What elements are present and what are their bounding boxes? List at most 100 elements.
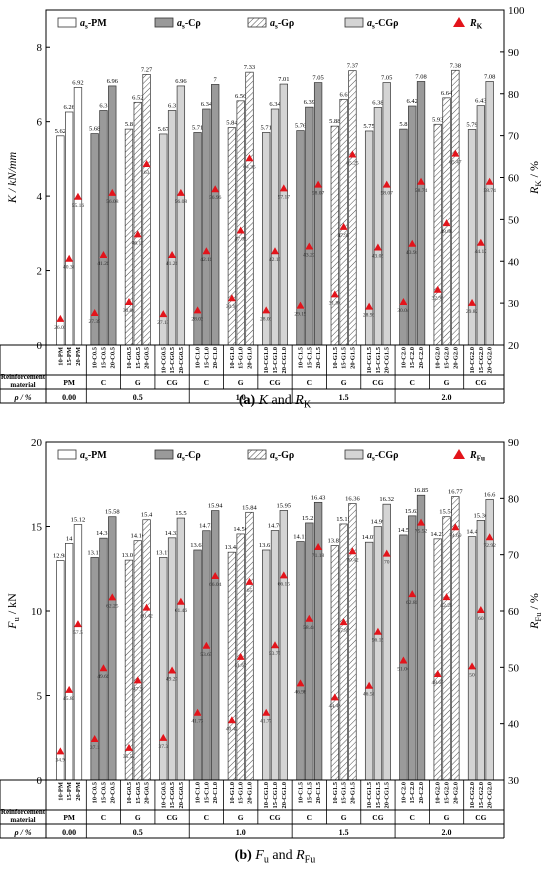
legend-label-g-part: a: [270, 18, 275, 29]
ratio-marker: [417, 177, 426, 185]
ratio-marker: [271, 247, 279, 255]
bar-value-label: 16.36: [345, 496, 360, 503]
right-tick-label: 80: [508, 493, 520, 505]
ratio-value-label: 62.81: [406, 600, 419, 606]
legend-label-g-part: a: [270, 450, 275, 461]
sample-label: 10-G1.5: [332, 781, 339, 804]
left-tick-label: 4: [37, 191, 43, 203]
sample-label: 10-CG1.0: [263, 782, 270, 809]
bar: [99, 537, 108, 781]
left-tick-label: 5: [37, 691, 43, 703]
bar: [348, 70, 357, 346]
sample-label: 15-G0.5: [135, 781, 142, 804]
right-tick-label: 70: [508, 550, 520, 562]
material-label: PM: [63, 813, 75, 822]
right-tick-label: 60: [508, 606, 520, 618]
ratio-value-label: 30.04: [123, 308, 136, 314]
bar-value-label: 7.37: [347, 63, 359, 70]
bar-value-label: 13.48: [225, 544, 240, 551]
ratio-value-label: 56.15: [372, 638, 385, 644]
ratio-marker: [262, 306, 271, 314]
bar-value-label: 14.07: [362, 534, 377, 541]
ratio-group-label: 0.5: [133, 828, 143, 837]
y-axis-label-right-part: Fu: [533, 612, 543, 622]
ratio-marker: [417, 518, 426, 526]
caption-part: and: [269, 848, 296, 863]
bar: [262, 549, 271, 781]
bar-value-label: 7.05: [312, 75, 323, 82]
ratio-value-label: 57.85: [337, 628, 350, 634]
ratio-value-label: 46.98: [294, 689, 307, 695]
ratio-marker: [451, 523, 460, 531]
bar: [56, 560, 65, 781]
ratio-marker: [348, 547, 357, 555]
legend-label-pm: as-PM: [80, 450, 107, 463]
bar-value-label: 7: [214, 76, 218, 83]
ratio-value-label: 57.5: [73, 630, 83, 636]
sample-label: 10-G0.5: [126, 346, 133, 369]
legend-label-cg-part: s: [372, 23, 375, 31]
sample-label: 20-G0.5: [144, 346, 151, 369]
sample-label: 10-C1.0: [195, 347, 202, 368]
ratio-marker: [330, 290, 339, 298]
legend-label-cg: as-CGρ: [367, 18, 399, 31]
bar: [245, 71, 254, 346]
bar-value-label: 5.93: [432, 116, 443, 123]
sample-label: 15-CG1.5: [375, 781, 382, 808]
ratio-value-label: 57.17: [278, 194, 291, 200]
ratio-marker: [193, 306, 202, 314]
ratio-marker: [262, 708, 271, 716]
ratio-marker: [108, 593, 117, 601]
ratio-value-label: 37.1: [90, 745, 100, 751]
left-tick-label: 10: [31, 606, 43, 618]
bar-value-label: 15.15: [336, 516, 351, 523]
right-tick-label: 20: [508, 340, 520, 352]
ratio-value-label: 34.9: [56, 757, 66, 763]
sample-label: 10-PM: [57, 782, 64, 801]
bar-value-label: 6.43: [475, 98, 486, 105]
right-tick-label: 30: [508, 775, 520, 787]
bar-value-label: 13.01: [122, 552, 137, 559]
sample-label: 15-C1.0: [203, 347, 210, 368]
bar: [476, 105, 485, 346]
legend-label-pm-part: s: [85, 23, 88, 31]
ratio-value-label: 58.07: [312, 191, 325, 197]
ratio-group-label: 2.0: [442, 828, 452, 837]
bar-value-label: 13.87: [328, 538, 343, 545]
legend-label-c-part: s: [182, 455, 185, 463]
caption-part: K: [258, 393, 269, 408]
ratio-value-label: 58.07: [381, 191, 394, 197]
bar: [108, 85, 117, 346]
ratio-value-label: 31.84: [329, 300, 342, 306]
bar-value-label: 5.8: [399, 121, 407, 128]
sample-label: 15-G1.0: [238, 347, 245, 369]
bar-value-label: 15.5: [175, 510, 186, 517]
sample-label: 20-C2.0: [418, 782, 425, 803]
legend-marker-swatch: [453, 17, 465, 27]
material-label: C: [101, 813, 106, 822]
ratio-marker: [399, 656, 408, 664]
ratio-marker: [296, 679, 305, 687]
ratio-value-label: 65.25: [346, 161, 359, 167]
ratio-value-label: 51.67: [235, 663, 248, 669]
bar: [373, 107, 383, 346]
bar: [167, 537, 177, 781]
sample-label: 10-G0.5: [126, 781, 133, 804]
sample-label: 20-G1.0: [246, 782, 253, 804]
material-label: CG: [166, 378, 177, 387]
bar-value-label: 7.05: [381, 75, 392, 82]
ratio-value-label: 65.47: [449, 160, 462, 166]
legend-label-cg-part: a: [367, 18, 372, 29]
sample-label: 15-CG1.5: [375, 346, 382, 373]
material-label: G: [341, 378, 347, 387]
legend-label-c-part: -Cρ: [185, 18, 201, 29]
ratio-marker: [90, 309, 99, 317]
material-label: CG: [269, 813, 280, 822]
bar-value-label: 15.84: [242, 504, 257, 511]
caption: (b) Fu and RFu: [235, 848, 316, 866]
material-label: CG: [166, 813, 177, 822]
sample-label: 15-CG2.0: [478, 782, 485, 809]
ratio-value-label: 27.39: [88, 319, 101, 325]
ratio-value-label: 41.26: [166, 261, 179, 267]
y-axis-label-right-part: / %: [527, 593, 541, 612]
